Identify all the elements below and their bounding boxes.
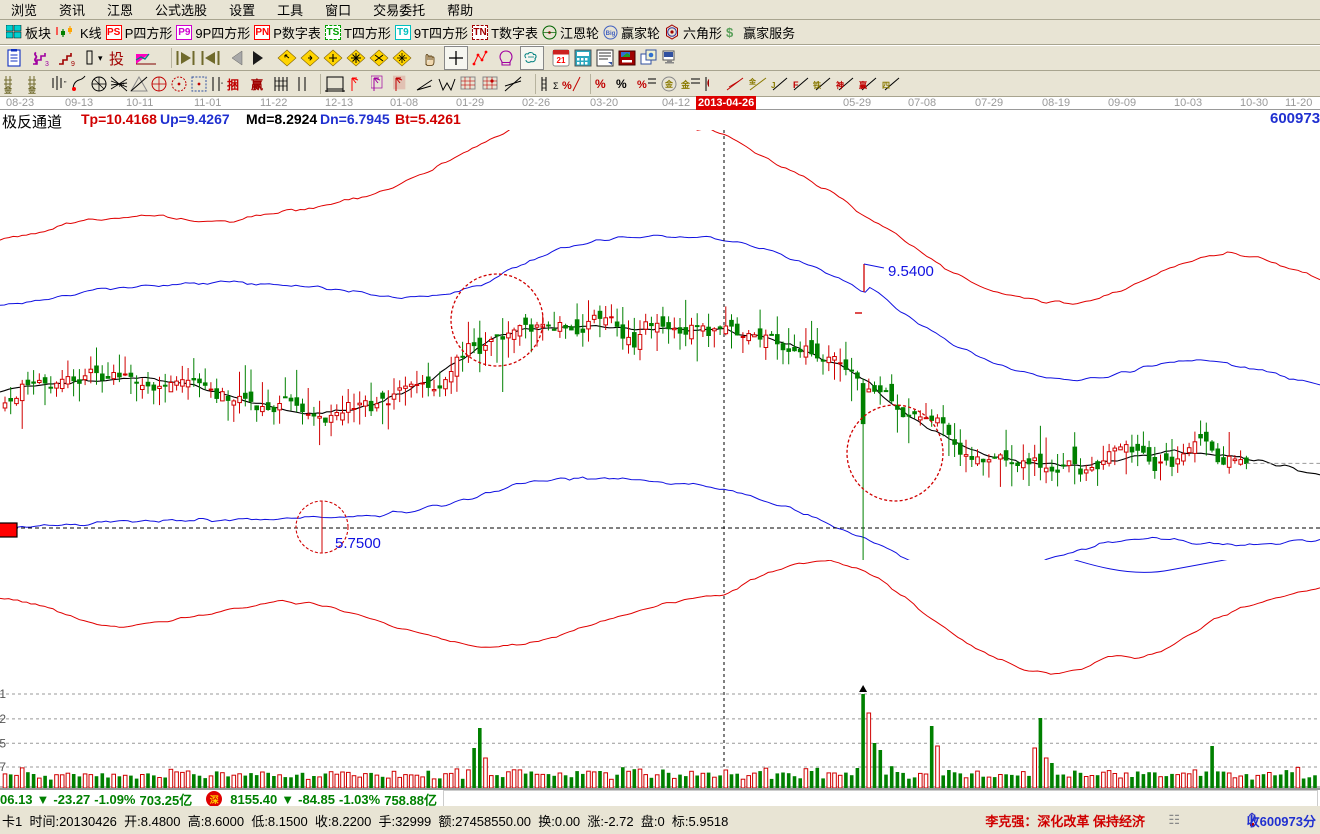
svg-text:J: J [771,81,775,90]
svg-text:192: 192 [0,712,6,726]
svg-text:四: 四 [882,81,890,90]
svg-text:$: $ [726,25,734,40]
svg-text:": " [64,81,67,88]
svg-text:投: 投 [109,51,124,67]
svg-text:%: % [616,77,627,91]
svg-text:金: 金 [681,79,691,90]
svg-text:神: 神 [836,80,844,90]
svg-text:3: 3 [45,61,49,67]
svg-text:Σ: Σ [553,81,559,91]
svg-text:捆: 捆 [227,77,239,92]
svg-text:9.5400: 9.5400 [888,263,934,280]
svg-text:金: 金 [664,79,674,89]
svg-text:金: 金 [28,85,37,94]
svg-text:9: 9 [71,61,75,67]
svg-text:金: 金 [4,85,13,94]
svg-text:Big: Big [606,31,616,37]
svg-text:21: 21 [556,56,565,65]
svg-text:铁: 铁 [813,80,821,90]
svg-text:": " [221,83,223,89]
svg-text:赢: 赢 [859,80,867,90]
svg-text:%: % [562,80,572,92]
svg-text:%: % [595,77,606,91]
svg-text:197: 197 [0,760,6,774]
svg-text:赢: 赢 [251,77,263,92]
svg-text:5.7500: 5.7500 [335,535,381,552]
svg-text:151: 151 [0,687,6,701]
svg-text:金: 金 [748,77,757,86]
svg-text:195: 195 [0,736,6,750]
svg-text:n²: n² [119,83,124,89]
svg-text:%: % [637,79,647,91]
svg-text:F: F [793,80,799,90]
